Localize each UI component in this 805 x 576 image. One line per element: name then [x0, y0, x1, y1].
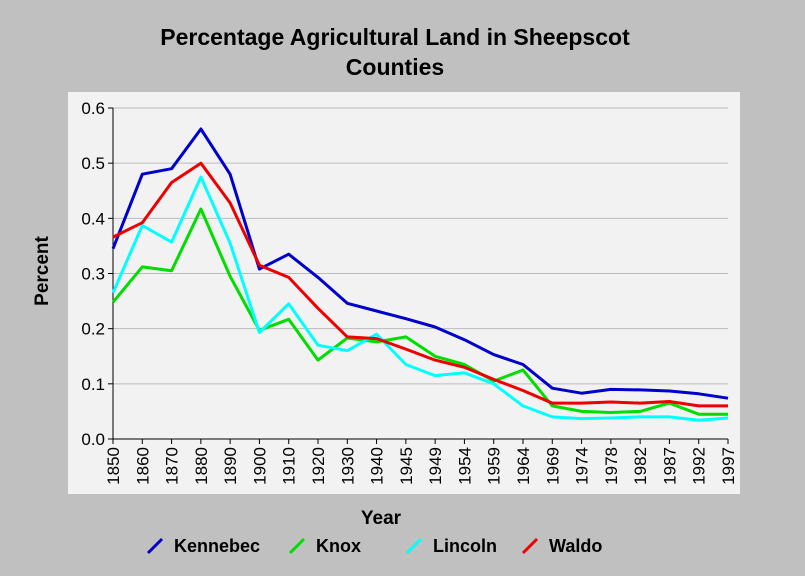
chart-title-line-1: Percentage Agricultural Land in Sheepsco…: [160, 24, 630, 50]
series-lines: [111, 127, 729, 422]
x-tick-label: 1880: [192, 447, 211, 485]
y-tick-label: 0.1: [81, 375, 105, 394]
legend-swatch: [146, 537, 164, 555]
legend-item-lincoln: Lincoln: [405, 536, 497, 556]
x-tick-label: 1890: [221, 447, 240, 485]
legend-item-kennebec: Kennebec: [146, 536, 260, 556]
x-tick-label: 1987: [660, 447, 679, 485]
legend-item-waldo: Waldo: [521, 536, 602, 556]
chart-title: Percentage Agricultural Land in Sheepsco…: [0, 22, 790, 82]
legend-label: Waldo: [549, 536, 602, 556]
x-tick-label: 1945: [397, 447, 416, 485]
x-axis: 1850 1860 1870 1880 1890 1900 1910 1920 1930 1940…: [104, 438, 738, 485]
y-tick-label: 0.4: [81, 209, 105, 228]
x-tick-label: 1982: [631, 447, 650, 485]
x-tick-label: 1870: [163, 447, 182, 485]
x-tick-label: 1910: [280, 447, 299, 485]
legend-swatch: [521, 537, 539, 555]
grid-lines: [113, 107, 728, 385]
x-axis-title: Year: [361, 508, 402, 529]
series-line-waldo: [112, 161, 728, 408]
y-tick-label: 0.2: [81, 320, 105, 339]
x-tick-label: 1954: [455, 447, 474, 485]
legend-label: Lincoln: [433, 536, 497, 556]
series-line-knox: [111, 207, 728, 416]
legend-label: Knox: [316, 536, 361, 556]
x-tick-label: 1850: [104, 447, 123, 485]
x-tick-label: 1964: [514, 447, 533, 485]
x-tick-label: 1974: [573, 447, 592, 485]
series-line-kennebec: [111, 127, 729, 400]
legend-item-knox: Knox: [288, 536, 361, 556]
legend-swatch: [405, 537, 423, 555]
plot-area-background: [68, 92, 740, 494]
x-tick-label: 1959: [485, 447, 504, 485]
y-axis-title: Percent: [32, 235, 53, 305]
x-tick-label: 1978: [602, 447, 621, 485]
x-tick-label: 1997: [719, 447, 738, 485]
x-tick-label: 1992: [690, 447, 709, 485]
x-tick-label: 1920: [309, 447, 328, 485]
series-line-lincoln: [111, 175, 729, 422]
x-tick-label: 1900: [250, 447, 269, 485]
x-tick-label: 1860: [133, 447, 152, 485]
y-axis: 0.0 0.1 0.2 0.3 0.4 0.5 0.6: [81, 99, 114, 449]
legend-swatch: [288, 537, 306, 555]
x-tick-label: 1949: [426, 447, 445, 485]
legend-label: Kennebec: [174, 536, 260, 556]
y-tick-label: 0.0: [81, 430, 105, 449]
legend: Kennebec Knox Lincoln Waldo: [146, 536, 602, 556]
y-tick-label: 0.6: [81, 99, 105, 118]
y-tick-label: 0.3: [81, 265, 105, 284]
chart-title-line-2: Counties: [345, 54, 445, 80]
x-tick-label: 1930: [338, 447, 357, 485]
x-tick-label: 1969: [543, 447, 562, 485]
y-tick-label: 0.5: [81, 154, 105, 173]
x-tick-label: 1940: [368, 447, 387, 485]
